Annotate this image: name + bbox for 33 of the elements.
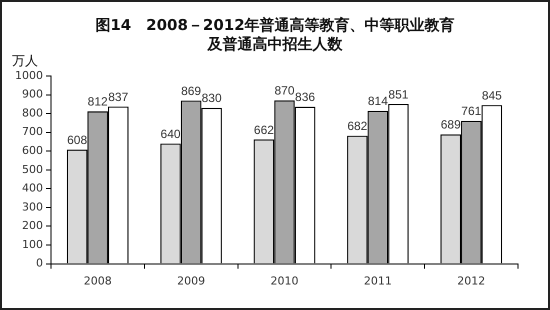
data-label: 812 bbox=[88, 94, 108, 109]
x-tick-label: 2010 bbox=[270, 274, 298, 288]
y-tick-label: 300 bbox=[22, 200, 43, 214]
y-tick-label: 900 bbox=[22, 88, 43, 101]
y-axis-title: 万人 bbox=[12, 54, 38, 69]
y-tick-label: 700 bbox=[22, 125, 43, 138]
data-label: 662 bbox=[254, 122, 274, 137]
y-tick-label: 200 bbox=[22, 219, 43, 232]
data-label: 869 bbox=[181, 84, 202, 98]
data-label: 845 bbox=[482, 88, 502, 102]
y-tick-label: 600 bbox=[22, 144, 43, 157]
x-tick-label: 2011 bbox=[364, 274, 392, 288]
data-label: 851 bbox=[388, 87, 409, 102]
data-label: 870 bbox=[274, 84, 295, 98]
data-label: 682 bbox=[347, 119, 368, 134]
data-label: 761 bbox=[461, 104, 482, 118]
y-tick-label: 500 bbox=[22, 162, 43, 176]
data-label: 837 bbox=[108, 90, 129, 104]
x-tick-label: 2009 bbox=[177, 274, 206, 288]
data-label: 836 bbox=[295, 90, 316, 104]
data-label: 608 bbox=[67, 132, 88, 147]
y-tick-label: 800 bbox=[22, 106, 43, 120]
chart-title: 图14 2008－2012年普通高等教育、中等职业教育及普通高中招生人数 bbox=[94, 16, 456, 54]
y-tick-label: 1000 bbox=[14, 68, 43, 82]
y-tick-label: 100 bbox=[22, 238, 43, 251]
data-label: 640 bbox=[160, 126, 181, 141]
y-tick-label: 0 bbox=[36, 256, 43, 270]
x-tick-label: 2012 bbox=[457, 274, 486, 288]
data-label: 830 bbox=[202, 91, 222, 106]
data-label: 689 bbox=[440, 118, 462, 132]
y-tick-label: 400 bbox=[22, 182, 43, 195]
x-tick-label: 2008 bbox=[84, 274, 112, 288]
data-label: 814 bbox=[368, 94, 388, 108]
